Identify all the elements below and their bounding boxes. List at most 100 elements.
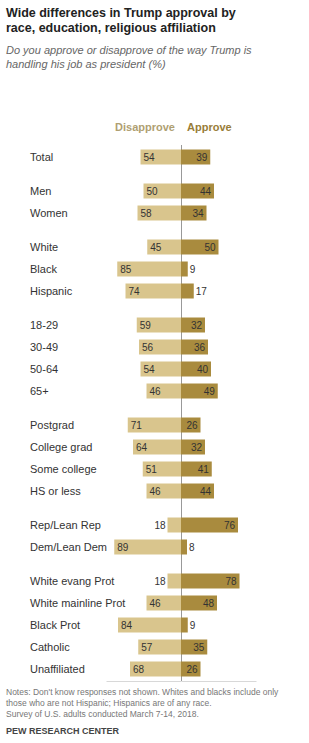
data-label: 46 [150, 486, 162, 497]
text-line: those who are not Hispanic; Hispanics ar… [6, 698, 212, 708]
y-tick: Rep/Lean Rep [30, 519, 101, 531]
y-tick: Dem/Lean Dem [30, 541, 107, 553]
title: Wide differences in Trump approval byrac… [6, 6, 236, 35]
bar [181, 262, 188, 277]
bar [181, 484, 214, 499]
y-tick: 18-29 [30, 319, 58, 331]
y-tick: Some college [30, 463, 97, 475]
legend-entry: Disapprove [115, 121, 175, 133]
data-labels: 5450584585745956544671645146188918468457… [117, 152, 237, 675]
data-label: 54 [144, 152, 156, 163]
data-label: 57 [141, 642, 153, 653]
category-label: 50-64 [30, 363, 58, 375]
bar [138, 206, 182, 221]
bar [147, 484, 182, 499]
x-axis-line [182, 681, 257, 682]
bar [133, 440, 181, 455]
category-label: Postgrad [30, 419, 74, 431]
data-label: 32 [191, 442, 203, 453]
bar [181, 640, 207, 655]
bar [147, 596, 182, 611]
data-label: 78 [225, 576, 237, 587]
bar [181, 240, 219, 255]
data-label: 44 [200, 186, 212, 197]
text-line: Do you approve or disapprove of the way … [6, 44, 252, 56]
bar [181, 318, 205, 333]
data-label: 84 [121, 620, 133, 631]
category-label: Black [30, 263, 57, 275]
y-tick: Unaffiliated [30, 663, 85, 675]
category-label: 30-49 [30, 341, 58, 353]
y-tick: White mainline Prot [30, 597, 125, 609]
category-label: Some college [30, 463, 97, 475]
y-tick: White [30, 241, 58, 253]
y-tick: College grad [30, 441, 92, 453]
data-label: 51 [146, 464, 158, 475]
bar [137, 318, 181, 333]
bars [114, 150, 239, 677]
data-label: 36 [194, 342, 206, 353]
bar [126, 284, 182, 299]
data-label: 46 [150, 386, 162, 397]
y-tick: HS or less [30, 485, 81, 497]
bar [141, 150, 182, 165]
category-label: Unaffiliated [30, 663, 85, 675]
chart: Wide differences in Trump approval byrac… [0, 0, 309, 743]
bar [181, 150, 210, 165]
data-label: 17 [196, 286, 208, 297]
data-label: 48 [203, 598, 215, 609]
bar [181, 440, 205, 455]
category-label: White evang Prot [30, 575, 114, 587]
category-label: Women [30, 207, 68, 219]
bar [139, 340, 181, 355]
data-label: 45 [150, 242, 162, 253]
data-label: 41 [198, 464, 210, 475]
bar [181, 184, 214, 199]
data-label: 50 [204, 242, 216, 253]
text-line: handling his job as president (%) [6, 58, 166, 70]
y-axis: TotalMenWomenWhiteBlackHispanic18-2930-4… [30, 151, 125, 675]
data-label: 56 [142, 342, 154, 353]
bar [181, 418, 201, 433]
bar [181, 596, 217, 611]
y-tick: 50-64 [30, 363, 58, 375]
data-label: 85 [120, 264, 132, 275]
data-label: 40 [197, 364, 209, 375]
data-label: 44 [200, 486, 212, 497]
y-tick: Women [30, 207, 68, 219]
category-label: College grad [30, 441, 92, 453]
y-tick: Black Prot [30, 619, 80, 631]
y-tick: Hispanic [30, 285, 73, 297]
subtitle: Do you approve or disapprove of the way … [6, 44, 252, 70]
category-label: Total [30, 151, 53, 163]
x-axis-line [107, 681, 182, 682]
bar [181, 206, 207, 221]
bar [181, 284, 194, 299]
category-label: 65+ [30, 385, 49, 397]
source: Survey of U.S. adults conducted March 7-… [6, 709, 199, 719]
data-label: 9 [190, 620, 196, 631]
credit: PEW RESEARCH CENTER [6, 726, 120, 736]
bar [168, 574, 182, 589]
bar [143, 462, 181, 477]
text-line: race, education, religious affiliation [6, 21, 216, 35]
category-label: Catholic [30, 641, 70, 653]
bar [181, 340, 208, 355]
data-label: 89 [117, 542, 129, 553]
data-label: 46 [150, 598, 162, 609]
data-label: 39 [196, 152, 208, 163]
category-label: White mainline Prot [30, 597, 125, 609]
bar [181, 462, 212, 477]
bar [128, 418, 181, 433]
data-label: 58 [141, 208, 153, 219]
notes: Notes: Don't know responses not shown. W… [6, 687, 279, 708]
data-label: 64 [136, 442, 148, 453]
bar [181, 662, 201, 677]
category-label: Black Prot [30, 619, 80, 631]
data-label: 26 [186, 420, 198, 431]
data-label: 9 [190, 264, 196, 275]
bar [130, 662, 181, 677]
bar [147, 240, 181, 255]
category-label: Hispanic [30, 285, 73, 297]
data-label: 54 [144, 364, 156, 375]
